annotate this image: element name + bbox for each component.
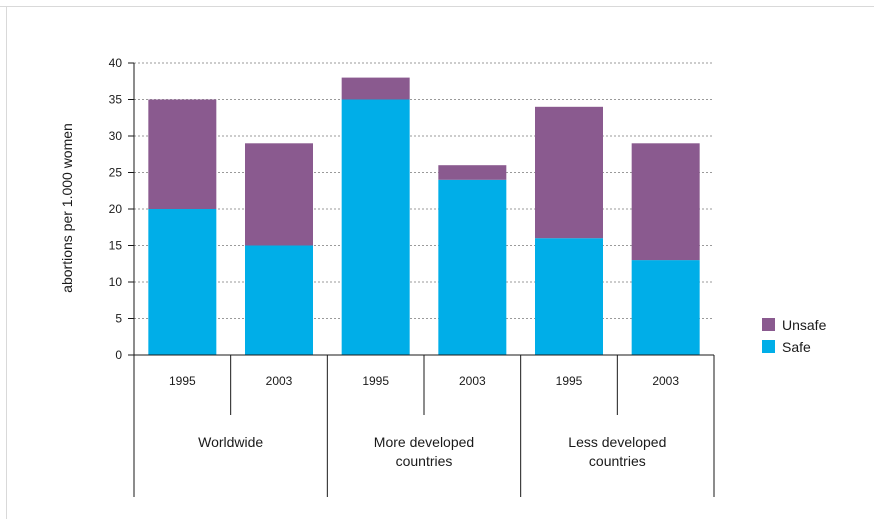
legend-label-safe: Safe — [782, 339, 811, 355]
y-tick-label: 10 — [109, 275, 123, 289]
legend-swatch-unsafe — [762, 318, 775, 331]
legend-swatch-safe — [762, 340, 775, 353]
frame-left-border — [6, 6, 7, 519]
bar-unsafe-0 — [148, 99, 217, 209]
category-label: 2003 — [652, 374, 679, 388]
bar-unsafe-1 — [245, 143, 313, 246]
bar-unsafe-4 — [535, 106, 603, 239]
bars — [148, 77, 700, 355]
frame-top-border — [0, 6, 874, 7]
group-label: Less developed countries — [568, 434, 666, 469]
group-label-line: Less developed — [568, 434, 666, 450]
bar-unsafe-5 — [631, 143, 700, 261]
y-tick-label: 20 — [109, 202, 123, 216]
bar-unsafe-3 — [438, 165, 507, 180]
gridlines — [134, 62, 714, 319]
category-label: 1995 — [556, 374, 583, 388]
bar-safe-5 — [631, 260, 700, 355]
y-tick-label: 5 — [115, 312, 122, 326]
bar-safe-0 — [148, 209, 217, 355]
y-tick-label: 25 — [109, 166, 123, 180]
x-category-labels: 1995 2003 1995 2003 1995 2003 — [169, 374, 679, 388]
legend: Unsafe Safe — [762, 317, 827, 355]
bar-safe-1 — [245, 245, 313, 355]
y-tick-label: 30 — [109, 129, 123, 143]
group-label-line: More developed — [374, 434, 474, 450]
bar-unsafe-2 — [341, 77, 410, 100]
bar-safe-4 — [535, 238, 603, 355]
y-tick-label: 15 — [109, 239, 123, 253]
group-label-line: countries — [589, 453, 646, 469]
group-label-line: countries — [396, 453, 453, 469]
y-tick-label: 40 — [109, 56, 123, 70]
category-label: 2003 — [459, 374, 486, 388]
y-tick-label: 35 — [109, 93, 123, 107]
category-label: 1995 — [169, 374, 196, 388]
category-label: 2003 — [266, 374, 293, 388]
y-tick-labels: 0 5 10 15 20 25 30 35 40 — [109, 56, 123, 362]
group-label: More developed countries — [374, 434, 474, 469]
axes — [128, 62, 715, 497]
legend-label-unsafe: Unsafe — [782, 317, 827, 333]
group-label: Worldwide — [198, 434, 263, 450]
y-tick-label: 0 — [115, 348, 122, 362]
bar-safe-3 — [438, 179, 507, 355]
y-axis-label: abortions per 1.000 women — [59, 123, 75, 293]
group-label-line: Worldwide — [198, 434, 263, 450]
bar-safe-2 — [341, 99, 410, 355]
category-label: 1995 — [362, 374, 389, 388]
